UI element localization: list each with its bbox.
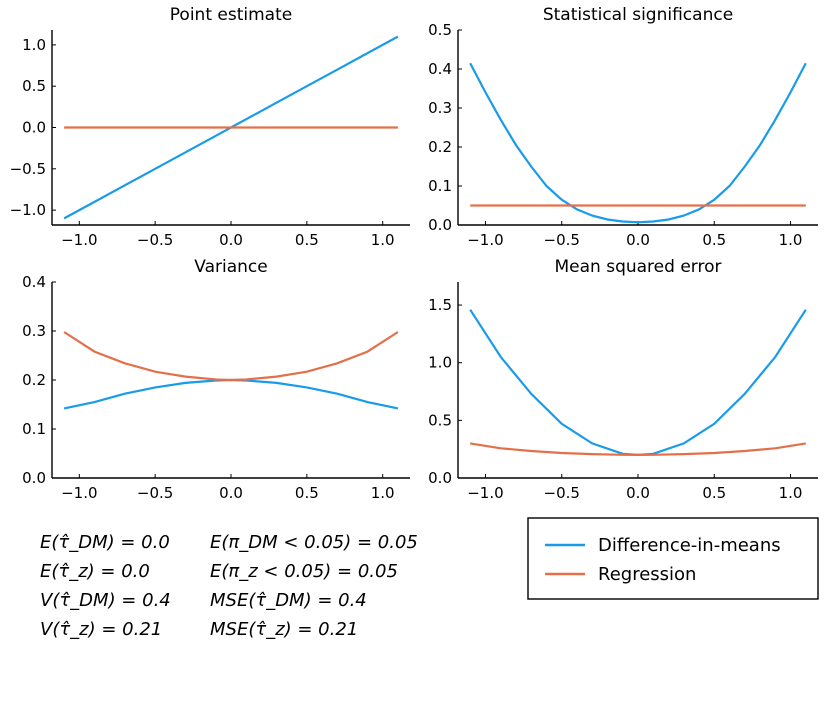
stat-mse-z: MSE(τ̂_z) = 0.21	[210, 619, 359, 640]
chart-variance: Variance −1.0 −0.5 0.0 0.5 1.0 0.0 0.1 0.2 0.3 0.4	[22, 257, 410, 502]
stat-mean-z: E(τ̂_z) = 0.0	[40, 561, 150, 582]
series-line-difference-in-means	[469, 309, 807, 457]
y-tick-label: 0.5	[428, 21, 452, 39]
y-tick-label: 1.0	[428, 354, 452, 372]
x-tick-label: −1.0	[467, 484, 503, 502]
x-tick-label: 1.0	[371, 484, 395, 502]
stat-var-z: V(τ̂_z) = 0.21	[40, 619, 163, 640]
x-tick-label: −1.0	[61, 484, 97, 502]
x-tick-label: 0.5	[702, 231, 726, 249]
y-tick-label: 0.0	[22, 469, 46, 487]
x-tick-label: 0.5	[702, 484, 726, 502]
chart-mean-squared-error: Mean squared error −1.0 −0.5 0.0 0.5 1.0 0.0 0.…	[428, 257, 818, 502]
chart-title: Point estimate	[170, 5, 292, 25]
stats-left: E(τ̂_DM) = 0.0 E(τ̂_z) = 0.0 V(τ̂_DM) = …	[40, 528, 171, 644]
chart-statistical-significance: Statistical significance −1.0 −0.5 0.0 0.5 1.…	[428, 5, 818, 249]
y-tick-label: 0.4	[22, 273, 46, 291]
x-tick-label: −0.5	[544, 231, 580, 249]
chart-title: Variance	[194, 257, 267, 277]
y-tick-label: 1.0	[22, 36, 46, 54]
legend: Difference-in-means Regression	[527, 517, 819, 600]
y-tick-label: −0.5	[10, 160, 46, 178]
chart-point-estimate: Point estimate −1.0 −0.5 0.0 0.5 1.0 −1.0 −0.5 0…	[10, 5, 410, 249]
y-tick-label: 0.0	[22, 119, 46, 137]
stat-sig-dm: E(π_DM < 0.05) = 0.05	[210, 532, 418, 553]
series-line-difference-in-means	[63, 378, 399, 410]
x-tick-label: 0.0	[219, 231, 243, 249]
x-tick-label: 1.0	[779, 484, 803, 502]
stat-mean-dm: E(τ̂_DM) = 0.0	[40, 532, 170, 553]
x-tick-label: 0.0	[626, 484, 650, 502]
y-tick-label: 0.0	[428, 469, 452, 487]
x-tick-label: −0.5	[137, 231, 173, 249]
y-tick-label: 0.4	[428, 60, 452, 78]
x-tick-label: −0.5	[137, 484, 173, 502]
x-tick-label: 0.0	[626, 231, 650, 249]
legend-label-regression: Regression	[598, 564, 696, 585]
x-tick-label: −1.0	[61, 231, 97, 249]
x-tick-label: 1.0	[371, 231, 395, 249]
legend-label-difference-in-means: Difference-in-means	[598, 535, 781, 556]
stats-right: E(π_DM < 0.05) = 0.05 E(π_z < 0.05) = 0.…	[210, 528, 418, 644]
x-tick-label: 0.5	[295, 231, 319, 249]
x-tick-label: −0.5	[544, 484, 580, 502]
y-tick-label: 0.5	[22, 77, 46, 95]
series-line-regression	[470, 442, 806, 457]
x-tick-label: 1.0	[779, 231, 803, 249]
y-tick-label: 0.1	[22, 420, 46, 438]
legend-box	[527, 517, 819, 600]
y-tick-label: 1.5	[428, 296, 452, 314]
stat-sig-z: E(π_z < 0.05) = 0.05	[210, 561, 398, 582]
y-tick-label: 0.2	[428, 138, 452, 156]
series-line-regression	[63, 331, 399, 382]
x-tick-label: −1.0	[467, 231, 503, 249]
y-tick-label: 0.3	[428, 99, 452, 117]
y-tick-label: −1.0	[10, 201, 46, 219]
stat-var-dm: V(τ̂_DM) = 0.4	[40, 590, 171, 611]
y-tick-label: 0.1	[428, 177, 452, 195]
stat-mse-dm: MSE(τ̂_DM) = 0.4	[210, 590, 367, 611]
chart-title: Mean squared error	[555, 257, 722, 277]
y-tick-label: 0.5	[428, 411, 452, 429]
series-line-difference-in-means	[469, 62, 807, 224]
chart-title: Statistical significance	[543, 5, 733, 25]
y-tick-label: 0.0	[428, 216, 452, 234]
x-tick-label: 0.0	[219, 484, 243, 502]
y-tick-label: 0.2	[22, 371, 46, 389]
x-tick-label: 0.5	[295, 484, 319, 502]
y-tick-label: 0.3	[22, 322, 46, 340]
